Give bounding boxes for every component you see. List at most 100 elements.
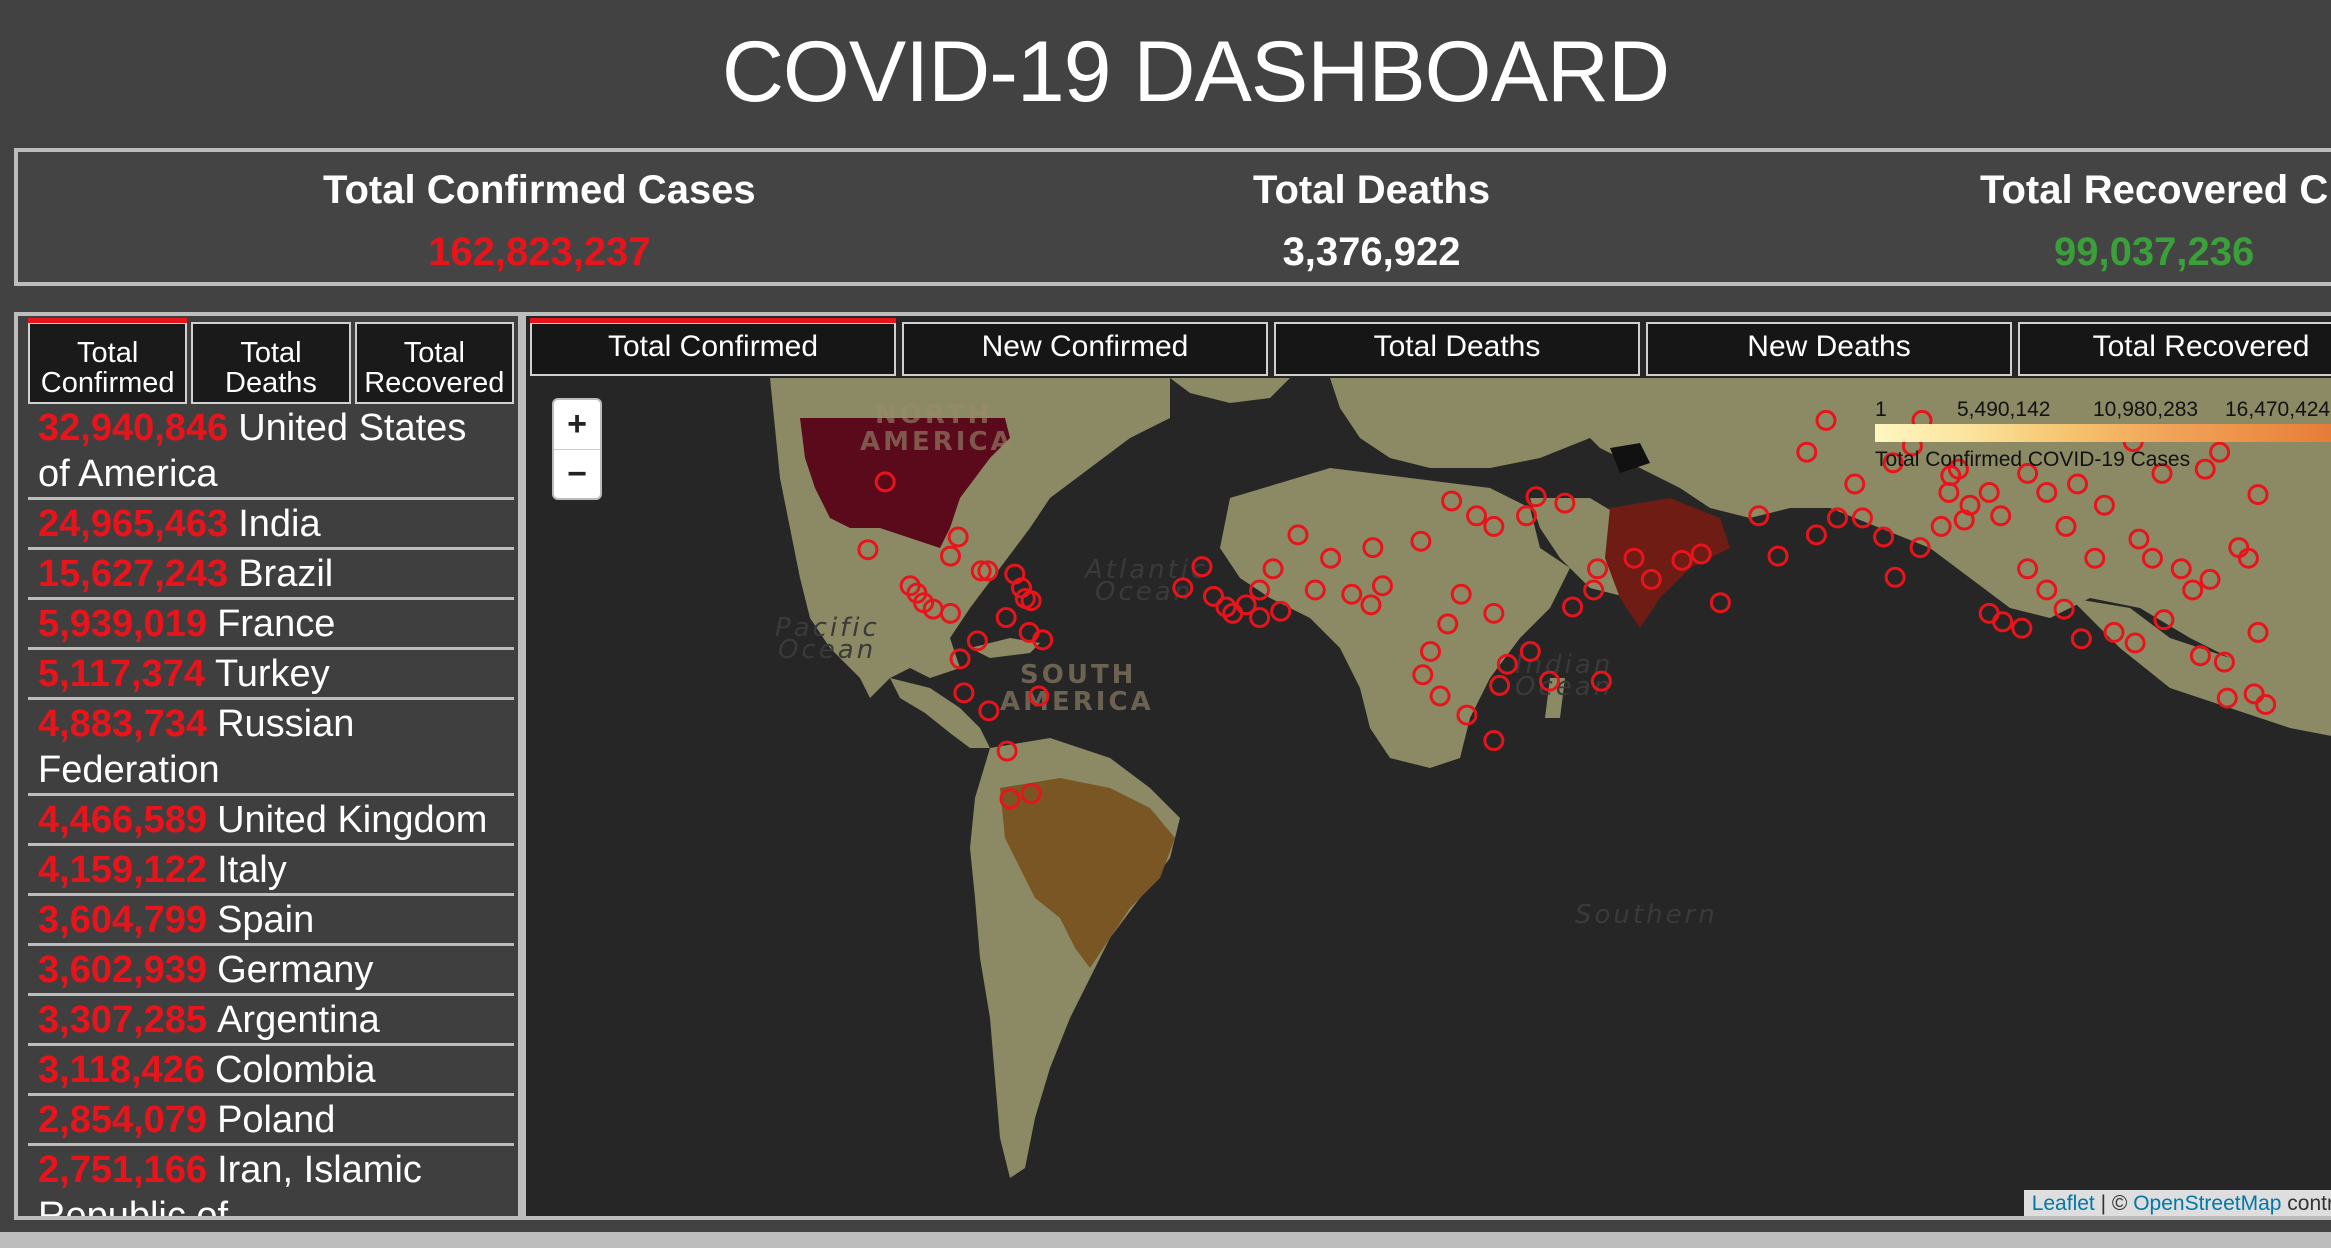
case-marker[interactable]	[2067, 473, 2089, 495]
case-marker[interactable]	[1978, 602, 2000, 624]
case-marker[interactable]	[1028, 685, 1050, 707]
case-marker[interactable]	[1815, 409, 1837, 431]
case-marker[interactable]	[1805, 524, 1827, 546]
tab-list-total-confirmed[interactable]: Total Confirmed	[28, 318, 188, 404]
case-marker[interactable]	[1690, 543, 1712, 565]
case-marker[interactable]	[2255, 693, 2277, 715]
case-marker[interactable]	[1032, 629, 1054, 651]
list-item[interactable]: 5,939,019 France	[28, 600, 514, 650]
case-marker[interactable]	[2216, 687, 2238, 709]
case-marker[interactable]	[1320, 547, 1342, 569]
case-marker[interactable]	[1441, 490, 1463, 512]
tab-list-total-deaths[interactable]: Total Deaths	[191, 322, 351, 404]
case-marker[interactable]	[1020, 783, 1042, 805]
case-marker[interactable]	[1437, 613, 1459, 635]
case-marker[interactable]	[1554, 492, 1576, 514]
list-item[interactable]: 24,965,463 India	[28, 500, 514, 550]
case-marker[interactable]	[1191, 556, 1213, 578]
case-marker[interactable]	[874, 471, 896, 493]
case-marker[interactable]	[2247, 484, 2269, 506]
case-marker[interactable]	[1412, 664, 1434, 686]
case-marker[interactable]	[1562, 596, 1584, 618]
case-marker[interactable]	[1215, 596, 1237, 618]
case-marker[interactable]	[2017, 558, 2039, 580]
case-marker[interactable]	[2213, 651, 2235, 673]
list-item[interactable]: 2,854,079 Poland	[28, 1096, 514, 1146]
tab-list-total-recovered[interactable]: Total Recovered	[354, 322, 514, 404]
case-marker[interactable]	[1844, 473, 1866, 495]
case-marker[interactable]	[1851, 507, 1873, 529]
case-marker[interactable]	[1587, 558, 1609, 580]
case-marker[interactable]	[2243, 683, 2265, 705]
case-marker[interactable]	[970, 560, 992, 582]
case-marker[interactable]	[2199, 568, 2221, 590]
case-marker[interactable]	[1873, 526, 1895, 548]
case-marker[interactable]	[1796, 441, 1818, 463]
case-marker[interactable]	[2237, 547, 2259, 569]
case-marker[interactable]	[966, 630, 988, 652]
case-marker[interactable]	[1827, 507, 1849, 529]
case-marker[interactable]	[2017, 462, 2039, 484]
case-marker[interactable]	[1882, 452, 1904, 474]
case-marker[interactable]	[1419, 640, 1441, 662]
case-marker[interactable]	[1450, 583, 1472, 605]
list-item[interactable]: 4,159,122 Italy	[28, 846, 514, 896]
case-marker[interactable]	[2053, 598, 2075, 620]
list-item[interactable]: 2,751,166 Iran, Islamic Republic of	[28, 1146, 514, 1216]
case-marker[interactable]	[1930, 515, 1952, 537]
case-marker[interactable]	[1456, 704, 1478, 726]
case-marker[interactable]	[1909, 537, 1931, 559]
tab-map-new-deaths[interactable]: New Deaths	[1646, 322, 2012, 376]
case-marker[interactable]	[978, 700, 1000, 722]
case-marker[interactable]	[1709, 592, 1731, 614]
case-marker[interactable]	[2153, 609, 2175, 631]
case-marker[interactable]	[2124, 632, 2146, 654]
case-marker[interactable]	[999, 788, 1021, 810]
zoom-in-button[interactable]: +	[554, 400, 600, 450]
case-marker[interactable]	[1748, 505, 1770, 527]
case-marker[interactable]	[949, 648, 971, 670]
case-marker[interactable]	[1938, 481, 1960, 503]
case-marker[interactable]	[2151, 462, 2173, 484]
case-marker[interactable]	[1262, 558, 1284, 580]
case-marker[interactable]	[2093, 494, 2115, 516]
case-marker[interactable]	[1270, 600, 1292, 622]
case-marker[interactable]	[857, 539, 879, 561]
case-marker[interactable]	[1671, 549, 1693, 571]
case-marker[interactable]	[2247, 621, 2269, 643]
list-item[interactable]: 3,602,939 Germany	[28, 946, 514, 996]
case-marker[interactable]	[2070, 628, 2092, 650]
list-item[interactable]: 4,883,734 Russian Federation	[28, 700, 514, 796]
case-marker[interactable]	[2036, 481, 2058, 503]
list-item[interactable]: 3,604,799 Spain	[28, 896, 514, 946]
case-marker[interactable]	[953, 682, 975, 704]
case-marker[interactable]	[1362, 537, 1384, 559]
list-item[interactable]: 15,627,243 Brazil	[28, 550, 514, 600]
list-item[interactable]: 3,307,285 Argentina	[28, 996, 514, 1046]
case-marker[interactable]	[1020, 590, 1042, 612]
case-marker[interactable]	[2141, 547, 2163, 569]
case-marker[interactable]	[939, 602, 961, 624]
tab-map-total-recovered[interactable]: Total Recovered	[2018, 322, 2331, 376]
case-marker[interactable]	[1371, 575, 1393, 597]
tab-map-new-confirmed[interactable]: New Confirmed	[902, 322, 1268, 376]
case-marker[interactable]	[1992, 611, 2014, 633]
list-item[interactable]: 4,466,589 United Kingdom	[28, 796, 514, 846]
case-marker[interactable]	[1172, 577, 1194, 599]
case-marker[interactable]	[1590, 670, 1612, 692]
tab-map-total-confirmed[interactable]: Total Confirmed	[530, 318, 896, 376]
case-marker[interactable]	[1496, 653, 1518, 675]
openstreetmap-link[interactable]: OpenStreetMap	[2133, 1192, 2282, 1215]
case-marker[interactable]	[2103, 621, 2125, 643]
case-marker[interactable]	[995, 607, 1017, 629]
list-item[interactable]: 5,117,374 Turkey	[28, 650, 514, 700]
case-marker[interactable]	[1623, 547, 1645, 569]
case-marker[interactable]	[947, 526, 969, 548]
case-marker[interactable]	[2189, 645, 2211, 667]
case-marker[interactable]	[2182, 579, 2204, 601]
case-marker[interactable]	[1483, 515, 1505, 537]
case-marker[interactable]	[2128, 528, 2150, 550]
case-marker[interactable]	[1525, 486, 1547, 508]
case-marker[interactable]	[1203, 585, 1225, 607]
case-marker[interactable]	[1341, 583, 1363, 605]
